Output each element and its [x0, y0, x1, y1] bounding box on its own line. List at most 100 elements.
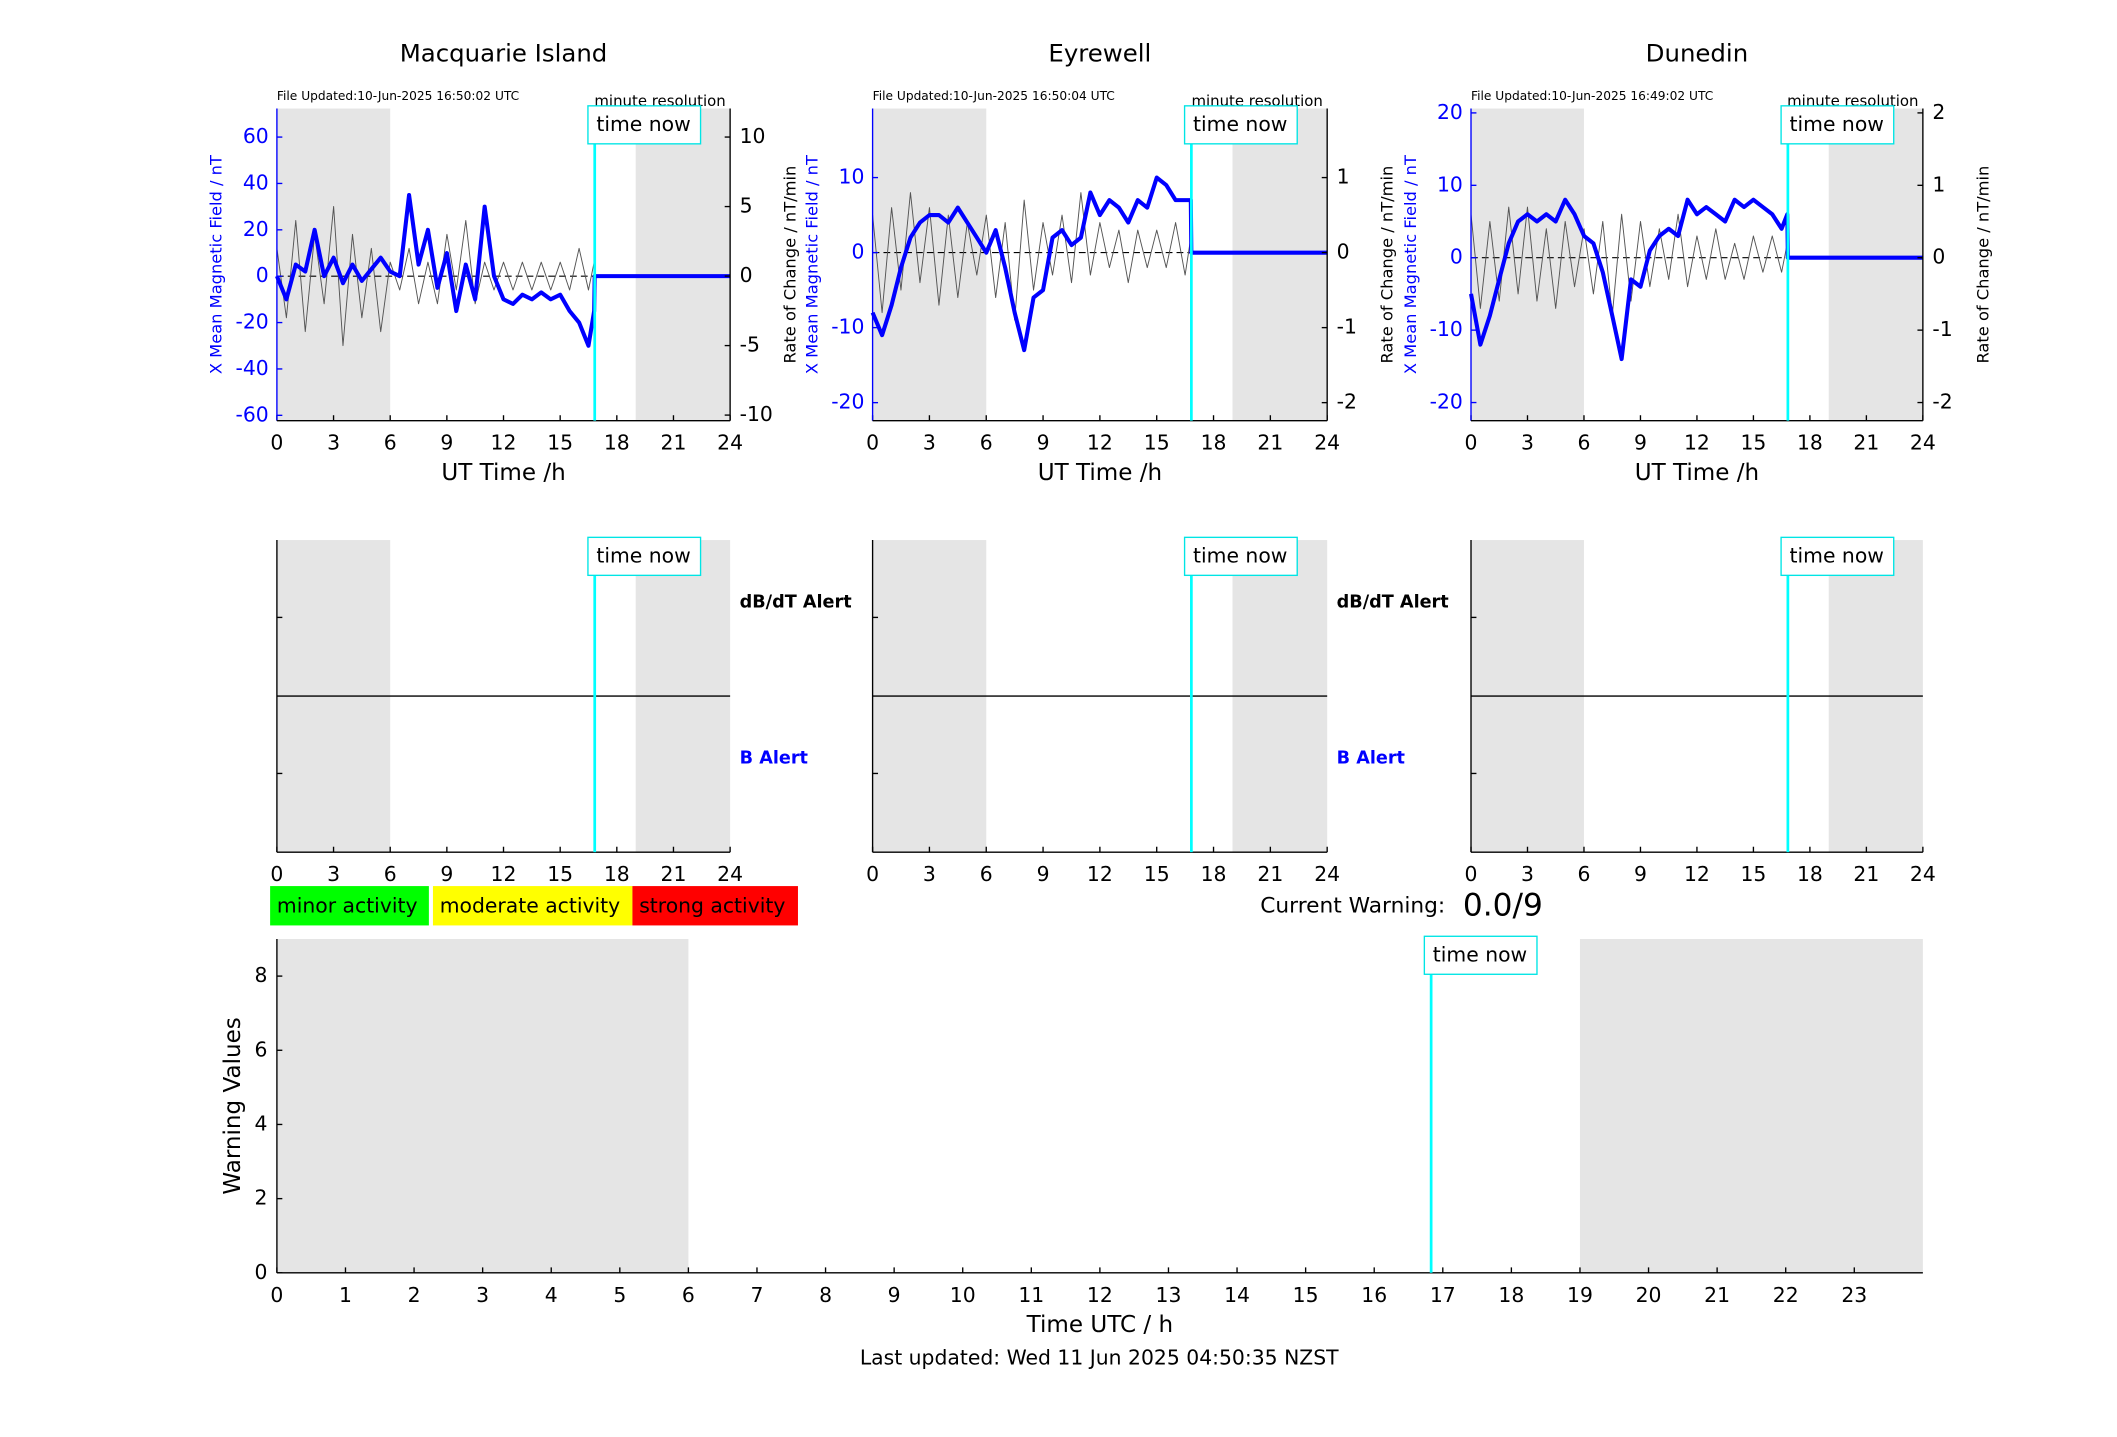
x-tick-label: 6: [980, 862, 993, 886]
time-now-label: time now: [596, 543, 690, 567]
x-tick-label: 15: [1740, 862, 1766, 886]
x-tick-label: 0: [1465, 862, 1478, 886]
x-tick-label: 22: [1773, 1283, 1799, 1307]
field-line: [1469, 197, 1923, 362]
field-line: [870, 175, 1328, 353]
x-tick-label: 21: [1853, 431, 1879, 455]
x-tick-label: 13: [1156, 1283, 1182, 1307]
y2-tick-label: -1: [1932, 317, 1952, 341]
file-updated: File Updated:10-Jun-2025 16:49:02 UTC: [1471, 89, 1713, 103]
x-tick-label: 15: [1144, 862, 1170, 886]
rate-line: [1470, 206, 1788, 317]
x-axis-label: Time UTC / h: [1026, 1312, 1173, 1338]
x-tick-label: 0: [1465, 431, 1478, 455]
x-tick-label: 3: [476, 1283, 489, 1307]
time-now-label: time now: [1790, 112, 1884, 136]
x-tick-label: 18: [1498, 1283, 1524, 1307]
x-tick-label: 12: [491, 862, 517, 886]
panel-title: Eyrewell: [1048, 38, 1151, 67]
x-tick-label: 10: [950, 1283, 976, 1307]
x-tick-label: 4: [545, 1283, 558, 1307]
x-tick-label: 17: [1430, 1283, 1456, 1307]
x-tick-label: 9: [888, 1283, 901, 1307]
y2-tick-label: -2: [1932, 390, 1952, 414]
current-warning-value: 0.0/9: [1463, 887, 1543, 923]
x-axis-label: UT Time /h: [1038, 460, 1162, 486]
y-axis-label: Rate of Change / nT/min: [1973, 166, 1992, 364]
rate-line: [276, 206, 595, 347]
alert-label: dB/dT Alert: [740, 592, 853, 612]
x-tick-label: 18: [1201, 862, 1227, 886]
y2-tick-label: -1: [1337, 315, 1357, 339]
x-tick-label: 18: [1797, 431, 1823, 455]
x-tick-label: 3: [1521, 431, 1534, 455]
time-now-label: time now: [1433, 942, 1527, 966]
alert-label: B Alert: [740, 749, 809, 769]
x-tick-label: 6: [1577, 862, 1590, 886]
time-now-box: [1780, 536, 1895, 577]
y2-tick-label: -10: [740, 402, 773, 426]
x-tick-label: 1: [339, 1283, 352, 1307]
night-shading: [1471, 108, 1584, 421]
x-tick-label: 0: [270, 431, 283, 455]
x-tick-label: 6: [682, 1283, 695, 1307]
x-tick-label: 6: [980, 431, 993, 455]
x-tick-label: 9: [440, 431, 453, 455]
y2-tick-label: 10: [740, 124, 766, 148]
legend-label: moderate activity: [440, 893, 620, 917]
time-now-label: time now: [1790, 543, 1884, 567]
y-tick-label: -10: [831, 315, 864, 339]
x-tick-label: 3: [327, 431, 340, 455]
legend-label: strong activity: [639, 893, 785, 917]
x-tick-label: 21: [1704, 1283, 1730, 1307]
night-shading: [872, 108, 987, 421]
y-tick-label: -60: [236, 402, 269, 426]
x-tick-label: 3: [923, 862, 936, 886]
x-tick-label: 6: [384, 862, 397, 886]
y2-tick-label: 2: [1932, 100, 1945, 124]
x-tick-label: 21: [661, 862, 687, 886]
time-now-label: time now: [1193, 112, 1287, 136]
y-tick-label: -40: [236, 356, 269, 380]
x-tick-label: 21: [1853, 862, 1879, 886]
x-tick-label: 24: [1910, 431, 1936, 455]
y-axis-label: X Mean Magnetic Field / nT: [802, 155, 821, 374]
legend-swatch: [270, 886, 429, 926]
x-tick-label: 24: [1314, 862, 1340, 886]
x-tick-label: 24: [717, 431, 743, 455]
x-tick-label: 15: [547, 862, 573, 886]
y-tick-label: 10: [1437, 172, 1463, 196]
footer: Last updated: Wed 11 Jun 2025 04:50:35 N…: [860, 1345, 1339, 1369]
x-tick-label: 18: [1797, 862, 1823, 886]
y-tick-label: 0: [254, 1260, 267, 1284]
x-tick-label: 12: [1684, 431, 1710, 455]
time-now-box: [1780, 105, 1895, 145]
night-shading: [635, 108, 731, 421]
field-line: [275, 192, 731, 348]
legend-swatch: [432, 886, 633, 926]
x-tick-label: 15: [1740, 431, 1766, 455]
y-tick-label: 10: [839, 165, 865, 189]
x-tick-label: 18: [604, 862, 630, 886]
alert-label: B Alert: [1337, 749, 1406, 769]
time-now-box: [1183, 105, 1298, 145]
y2-tick-label: 0: [1932, 245, 1945, 269]
y2-tick-label: -5: [740, 333, 760, 357]
x-tick-label: 8: [819, 1283, 832, 1307]
x-tick-label: 11: [1018, 1283, 1044, 1307]
night-shading: [1579, 939, 1923, 1273]
file-updated: File Updated:10-Jun-2025 16:50:04 UTC: [873, 89, 1115, 103]
x-tick-label: 0: [866, 862, 879, 886]
x-tick-label: 24: [1910, 862, 1936, 886]
y-axis-label: X Mean Magnetic Field / nT: [207, 155, 226, 374]
x-tick-label: 5: [613, 1283, 626, 1307]
x-tick-label: 15: [1293, 1283, 1319, 1307]
y-axis-label: Warning Values: [220, 1017, 246, 1194]
night-shading: [1828, 108, 1923, 421]
y-tick-label: 8: [254, 963, 267, 987]
x-tick-label: 9: [1037, 431, 1050, 455]
x-tick-label: 21: [1257, 431, 1283, 455]
y-tick-label: 4: [254, 1111, 267, 1135]
time-now-label: time now: [596, 112, 690, 136]
